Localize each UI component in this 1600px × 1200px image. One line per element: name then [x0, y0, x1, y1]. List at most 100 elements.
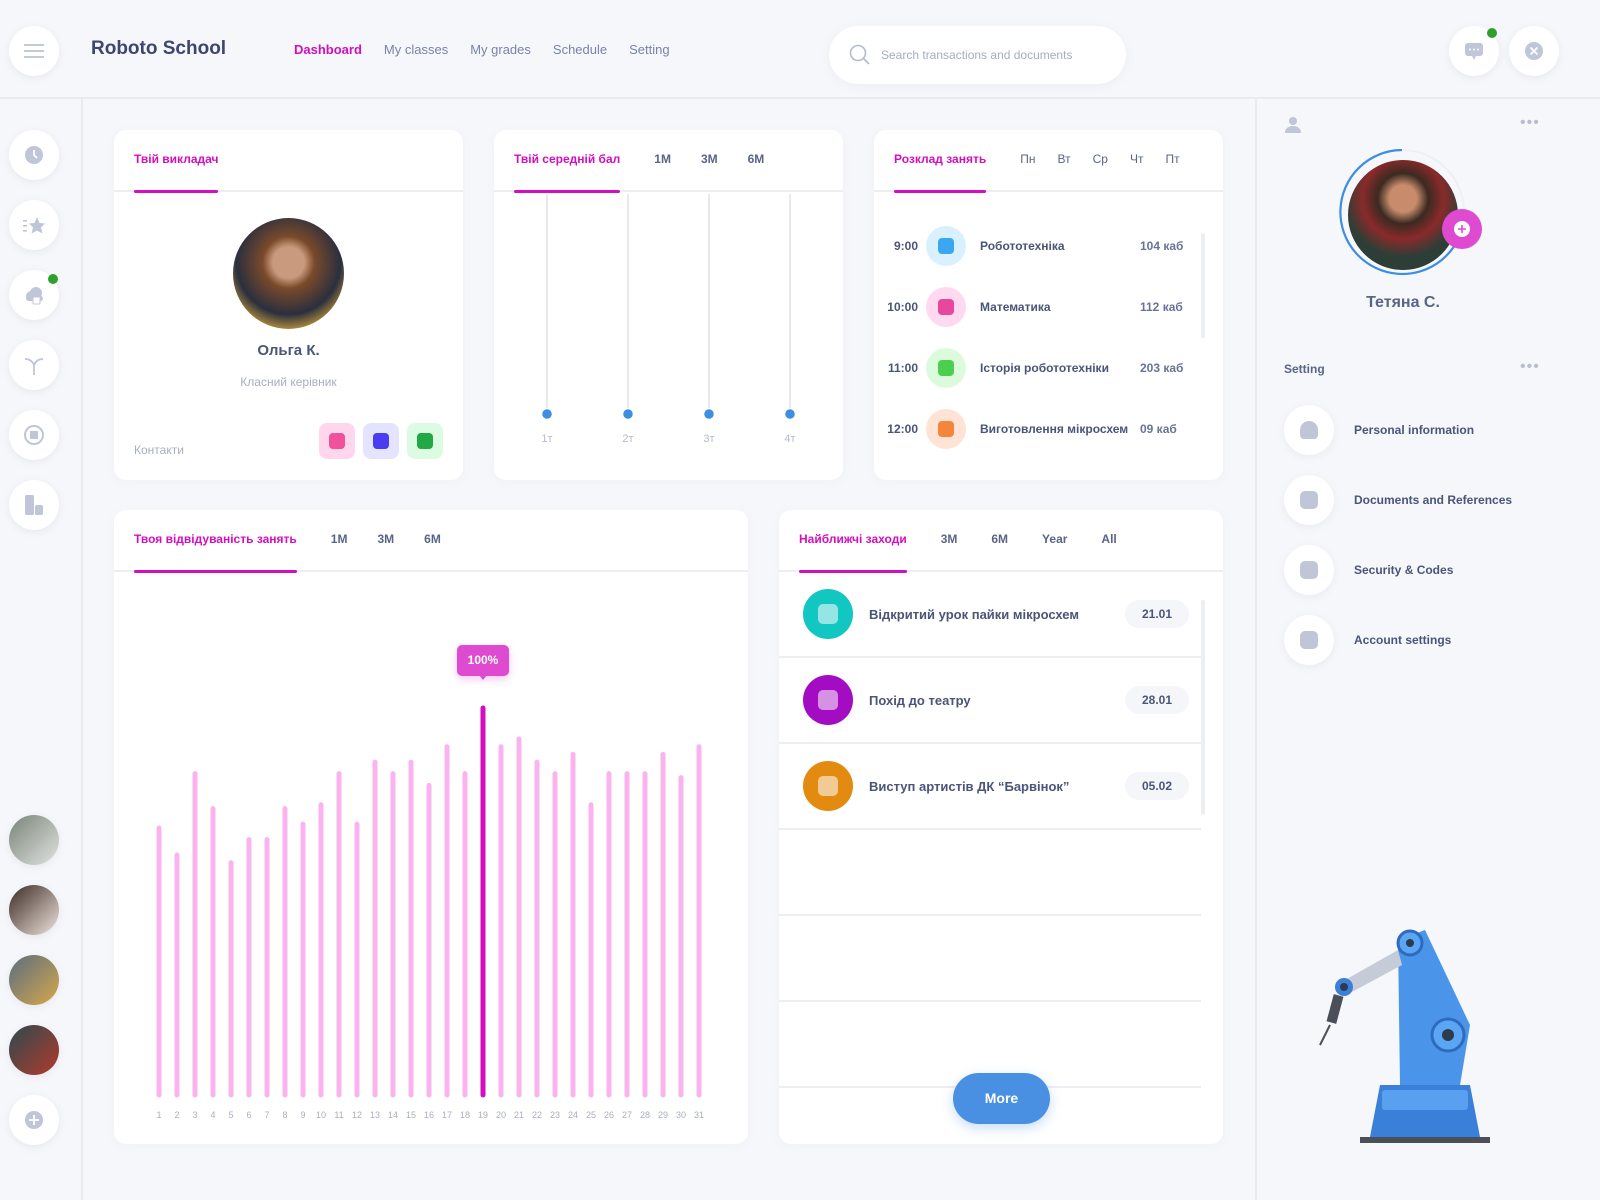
- tab-teacher[interactable]: Твій викладач: [134, 129, 219, 193]
- menu-button[interactable]: [9, 26, 59, 76]
- grade-point[interactable]: [783, 407, 797, 421]
- day-label: 17: [441, 1110, 452, 1120]
- contact-avatar[interactable]: [9, 815, 59, 865]
- class-icon-badge: [926, 409, 966, 449]
- events-card: Найближчі заходи 3M 6M Year All Відкритий ур…: [779, 510, 1223, 1144]
- day-label: 24: [567, 1110, 578, 1120]
- tab-1[interactable]: Пн: [1020, 152, 1036, 166]
- event-date: 05.02: [1125, 772, 1189, 800]
- tab-1[interactable]: 1M: [654, 152, 671, 166]
- clock-icon: [25, 146, 43, 164]
- grade-point[interactable]: [540, 407, 554, 421]
- nav-dashboard[interactable]: Dashboard: [294, 42, 362, 57]
- day-label: 6: [246, 1110, 252, 1120]
- settings-item[interactable]: Personal information: [1284, 405, 1474, 455]
- settings-item[interactable]: Security & Codes: [1284, 545, 1453, 595]
- class-time: 11:00: [887, 361, 918, 375]
- tab-2[interactable]: 3M: [700, 152, 718, 166]
- tab-4[interactable]: All: [1101, 532, 1117, 546]
- scrollbar[interactable]: [1201, 600, 1205, 815]
- tab-0[interactable]: Розклад занять: [894, 130, 987, 193]
- grade-point[interactable]: [702, 407, 716, 421]
- schedule-row[interactable]: 12:00 Виготовлення мікросхем 09 каб: [874, 409, 1214, 449]
- nav-my-grades[interactable]: My grades: [470, 42, 531, 57]
- instagram-button[interactable]: [319, 423, 355, 459]
- tab-0[interactable]: Найближчі заходи: [799, 510, 907, 573]
- schedule-tabs: Розклад занять Пн Вт Ср Чт Пт: [874, 130, 1223, 193]
- day-label: 9: [300, 1110, 306, 1120]
- nav-schedule[interactable]: Schedule: [552, 42, 608, 57]
- nav-my-classes[interactable]: My classes: [383, 42, 449, 57]
- settings-label: Security & Codes: [1354, 563, 1454, 577]
- day-label: 27: [621, 1110, 632, 1120]
- profile-avatar: [1348, 160, 1458, 270]
- event-row[interactable]: Виступ артистів ДК “Барвінок” 05.02: [779, 744, 1201, 830]
- tab-3[interactable]: 6M: [747, 152, 765, 166]
- tab-1[interactable]: 3M: [940, 532, 958, 546]
- tab-1[interactable]: 1M: [330, 532, 348, 546]
- hamburger-icon: [24, 44, 44, 58]
- sidebar-favorites-button[interactable]: [9, 200, 59, 250]
- teacher-role: Класний керівник: [240, 375, 337, 389]
- close-button[interactable]: [1509, 26, 1559, 76]
- split-arrow-icon: [24, 358, 44, 375]
- settings-item[interactable]: Account settings: [1284, 615, 1451, 665]
- grade-point[interactable]: [621, 407, 635, 421]
- contact-avatar[interactable]: [9, 955, 59, 1005]
- add-photo-button[interactable]: [1442, 209, 1482, 249]
- schedule-row[interactable]: 10:00 Математика 112 каб: [874, 287, 1214, 327]
- grade-x-label: 2т: [622, 433, 634, 445]
- tab-2[interactable]: Вт: [1057, 152, 1071, 166]
- behance-button[interactable]: [407, 423, 443, 459]
- tab-3[interactable]: Ср: [1092, 152, 1108, 166]
- event-row[interactable]: Похід до театру 28.01: [779, 658, 1201, 744]
- tab-2[interactable]: 3M: [377, 532, 395, 546]
- contact-avatar[interactable]: [9, 885, 59, 935]
- schedule-row[interactable]: 9:00 Робототехніка 104 каб: [874, 226, 1214, 266]
- plus-icon: [1454, 221, 1470, 237]
- day-label: 5: [228, 1110, 234, 1120]
- sidebar-history-button[interactable]: [9, 130, 59, 180]
- search-input[interactable]: Search transactions and documents: [829, 26, 1126, 84]
- settings-more-icon[interactable]: •••: [1520, 358, 1540, 375]
- settings-title: Setting: [1284, 362, 1325, 376]
- teacher-name: Ольга К.: [257, 342, 320, 359]
- user-icon: [1300, 421, 1318, 439]
- profile-more-icon[interactable]: •••: [1520, 114, 1540, 131]
- tab-0[interactable]: Твій середній бал: [514, 129, 621, 193]
- more-button[interactable]: More: [953, 1073, 1050, 1124]
- tab-5[interactable]: Пт: [1165, 152, 1180, 166]
- event-icon-badge: [803, 761, 853, 811]
- day-label: 3: [192, 1110, 198, 1120]
- tab-2[interactable]: 6M: [991, 532, 1009, 546]
- event-icon-badge: [803, 675, 853, 725]
- class-time: 12:00: [887, 422, 918, 436]
- sidebar-split-button[interactable]: [9, 340, 59, 390]
- tab-3[interactable]: Year: [1042, 532, 1068, 546]
- sidebar-documents-button[interactable]: [9, 480, 59, 530]
- teacher-card: Твій викладач Ольга К. Класний керівник …: [114, 130, 463, 480]
- tab-0[interactable]: Твоя відвідуваність занять: [134, 509, 297, 573]
- bar-tooltip: 100%: [457, 645, 509, 676]
- settings-icon-circle: [1284, 615, 1334, 665]
- add-contact-button[interactable]: [9, 1095, 59, 1145]
- nav-setting[interactable]: Setting: [629, 42, 670, 57]
- schedule-row[interactable]: 11:00 Історія робототехніки 203 каб: [874, 348, 1214, 388]
- sidebar-globe-button[interactable]: [9, 410, 59, 460]
- class-time: 9:00: [893, 239, 918, 253]
- event-row[interactable]: Відкритий урок пайки мікросхем 21.01: [779, 572, 1201, 658]
- day-label: 8: [282, 1110, 288, 1120]
- instagram-icon: [329, 433, 345, 449]
- scrollbar[interactable]: [1201, 233, 1205, 338]
- contact-avatar[interactable]: [9, 1025, 59, 1075]
- settings-item[interactable]: Documents and References: [1284, 475, 1512, 525]
- grade-x-label: 1т: [541, 433, 553, 445]
- day-label: 2: [174, 1110, 180, 1120]
- notification-dot: [1487, 28, 1497, 38]
- facebook-button[interactable]: [363, 423, 399, 459]
- event-icon-badge: [803, 589, 853, 639]
- tab-4[interactable]: Чт: [1129, 152, 1144, 166]
- messages-button[interactable]: [1449, 26, 1499, 76]
- settings-label: Personal information: [1354, 423, 1475, 437]
- tab-3[interactable]: 6M: [424, 532, 441, 546]
